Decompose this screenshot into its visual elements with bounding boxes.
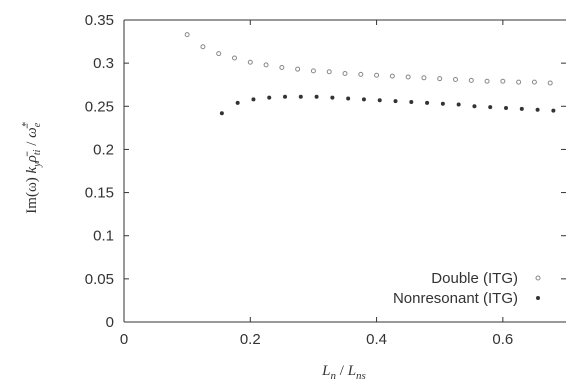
data-point-double xyxy=(531,79,537,85)
data-point-nonresonant xyxy=(377,98,382,103)
legend-label-nonresonant: Nonresonant (ITG) xyxy=(393,290,518,307)
data-point-double xyxy=(389,73,395,79)
data-point-nonresonant xyxy=(488,105,493,110)
data-point-nonresonant xyxy=(219,111,224,116)
data-point-double xyxy=(405,74,411,80)
y-tick-label: 0.2 xyxy=(93,141,114,158)
axes xyxy=(123,19,566,323)
data-point-double xyxy=(468,77,474,83)
data-point-nonresonant xyxy=(314,94,319,99)
series-double xyxy=(184,32,553,86)
data-point-double xyxy=(216,51,222,57)
data-point-nonresonant xyxy=(440,101,445,106)
data-point-double xyxy=(342,70,348,76)
data-point-nonresonant xyxy=(267,95,272,100)
data-point-nonresonant xyxy=(551,108,556,113)
data-point-nonresonant xyxy=(283,94,288,99)
legend: Double (ITG) Nonresonant (ITG) xyxy=(393,270,541,307)
data-point-nonresonant xyxy=(346,96,351,101)
data-point-nonresonant xyxy=(472,104,477,109)
x-tick-label: 0.6 xyxy=(492,331,513,348)
data-point-double xyxy=(310,68,316,74)
data-point-nonresonant xyxy=(393,99,398,104)
data-point-nonresonant xyxy=(235,100,240,105)
data-point-double xyxy=(421,75,427,81)
data-point-double xyxy=(358,71,364,77)
y-tick-label: 0.3 xyxy=(93,55,114,72)
data-point-nonresonant xyxy=(409,99,414,104)
legend-label-double: Double (ITG) xyxy=(431,270,518,287)
data-point-nonresonant xyxy=(519,106,524,111)
x-tick-label: 0.2 xyxy=(240,331,261,348)
data-point-double xyxy=(500,78,506,84)
y-tick-label: 0.05 xyxy=(85,271,114,288)
legend-marker-nonresonant xyxy=(536,296,540,300)
y-tick-label: 0 xyxy=(106,314,114,331)
series xyxy=(184,32,556,116)
data-point-double xyxy=(547,80,553,86)
data-point-double xyxy=(484,78,490,84)
data-point-nonresonant xyxy=(535,107,540,112)
ticks: 0 0.05 0.1 0.15 0.2 0.25 0.3 0.35 0 0.2 0.4 0.6 xyxy=(85,12,566,348)
y-tick-label: 0.25 xyxy=(85,98,114,115)
data-point-double xyxy=(279,64,285,70)
data-point-nonresonant xyxy=(298,94,303,99)
y-tick-label: 0.1 xyxy=(93,228,114,245)
data-point-double xyxy=(326,69,332,75)
data-point-nonresonant xyxy=(251,97,256,102)
data-point-double xyxy=(453,77,458,83)
y-tick-label: 0.35 xyxy=(85,12,114,29)
data-point-double xyxy=(200,44,206,50)
y-axis-title: Im(ω) kyρ̄ti / ω̄*e xyxy=(21,122,43,213)
data-point-nonresonant xyxy=(330,95,335,100)
series-nonresonant xyxy=(219,94,556,116)
legend-marker-double xyxy=(535,275,541,281)
data-point-double xyxy=(516,79,522,85)
data-point-double xyxy=(232,55,237,61)
data-point-double xyxy=(263,62,269,68)
x-axis-title: Ln / Lns xyxy=(321,363,366,382)
data-point-nonresonant xyxy=(456,102,461,107)
x-tick-label: 0.4 xyxy=(366,331,387,348)
data-point-double xyxy=(374,72,380,78)
data-point-double xyxy=(295,66,301,72)
x-tick-label: 0 xyxy=(120,331,128,348)
data-point-double xyxy=(184,32,190,38)
data-point-nonresonant xyxy=(504,106,509,111)
y-tick-label: 0.15 xyxy=(85,185,114,202)
data-point-nonresonant xyxy=(425,100,430,105)
data-point-nonresonant xyxy=(361,97,366,102)
data-point-double xyxy=(437,76,443,82)
data-point-double xyxy=(247,59,253,65)
